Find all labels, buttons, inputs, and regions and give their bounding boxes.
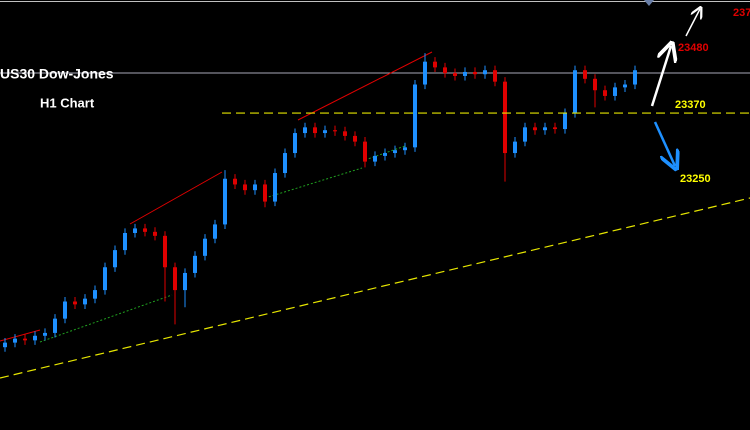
candle-body (333, 130, 337, 132)
candle-body (163, 235, 167, 268)
candle-body (123, 232, 127, 251)
candle-body (383, 153, 387, 156)
candle-body (133, 228, 137, 233)
candle-body (283, 153, 287, 174)
candle-body (203, 238, 207, 256)
candle-body (453, 73, 457, 76)
candle-body (353, 135, 357, 142)
candle-body (223, 178, 227, 225)
candle-body (533, 127, 537, 131)
arrow-down (653, 121, 675, 166)
candle-body (303, 127, 307, 134)
candle-body (363, 141, 367, 162)
candle-body (523, 127, 527, 142)
candle-body (433, 61, 437, 68)
arrow-up (685, 9, 700, 37)
candle-body (563, 113, 567, 130)
price-label: 23370 (675, 99, 706, 111)
red-trendlines (0, 51, 433, 342)
candle-body (213, 224, 217, 239)
candle-body (103, 267, 107, 291)
candle-body (503, 81, 507, 154)
candle-body (393, 150, 397, 154)
trendline (39, 294, 173, 343)
candle-body (623, 84, 627, 88)
candle-body (483, 70, 487, 75)
candle-body (93, 290, 97, 299)
price-label: 23250 (680, 173, 711, 185)
candle-body (193, 255, 197, 273)
candle-body (243, 184, 247, 191)
trendline (297, 51, 433, 121)
candle-body (373, 155, 377, 162)
candle-body (323, 130, 327, 134)
trendline (0, 329, 41, 342)
candle-body (113, 250, 117, 268)
candle-body (63, 301, 67, 319)
candle-body (573, 70, 577, 114)
candle-body (473, 71, 477, 75)
candle-body (493, 70, 497, 82)
candles (3, 53, 637, 352)
candle-body (233, 178, 237, 185)
candle-body (263, 184, 267, 202)
candle-body (613, 87, 617, 96)
candle-body (593, 78, 597, 91)
arrow-up (650, 46, 671, 107)
price-label: 23750 (733, 7, 750, 19)
chart-subtitle: H1 Chart (40, 95, 95, 110)
candle-body (583, 70, 587, 79)
candle-body (423, 61, 427, 85)
candle-body (273, 173, 277, 202)
candle-body (183, 272, 187, 291)
candle-body (543, 127, 547, 131)
candle-body (253, 184, 257, 191)
candle-body (83, 298, 87, 305)
candle-body (13, 338, 17, 343)
trendline (264, 167, 363, 199)
candle-body (443, 67, 447, 74)
candle-body (43, 332, 47, 336)
candle-body (403, 147, 407, 151)
candle-body (513, 141, 517, 154)
trendline (129, 171, 223, 225)
candle-body (153, 231, 157, 236)
candle-body (23, 338, 27, 341)
candle-body (313, 127, 317, 134)
candle-body (633, 70, 637, 85)
chart-title: US30 Dow-Jones (0, 66, 114, 82)
price-label: 23480 (678, 42, 709, 54)
candle-body (463, 71, 467, 76)
candle-body (413, 84, 417, 148)
candle-body (3, 342, 7, 348)
candle-body (553, 127, 557, 130)
candle-body (603, 90, 607, 96)
candle-body (73, 301, 77, 305)
candle-body (343, 131, 347, 136)
candle-body (293, 133, 297, 154)
candle-body (143, 228, 147, 232)
trend-channel (0, 197, 750, 379)
candle-body (53, 318, 57, 333)
candle-body (33, 335, 37, 341)
scroll-marker (644, 0, 654, 6)
candle-body (173, 267, 177, 291)
